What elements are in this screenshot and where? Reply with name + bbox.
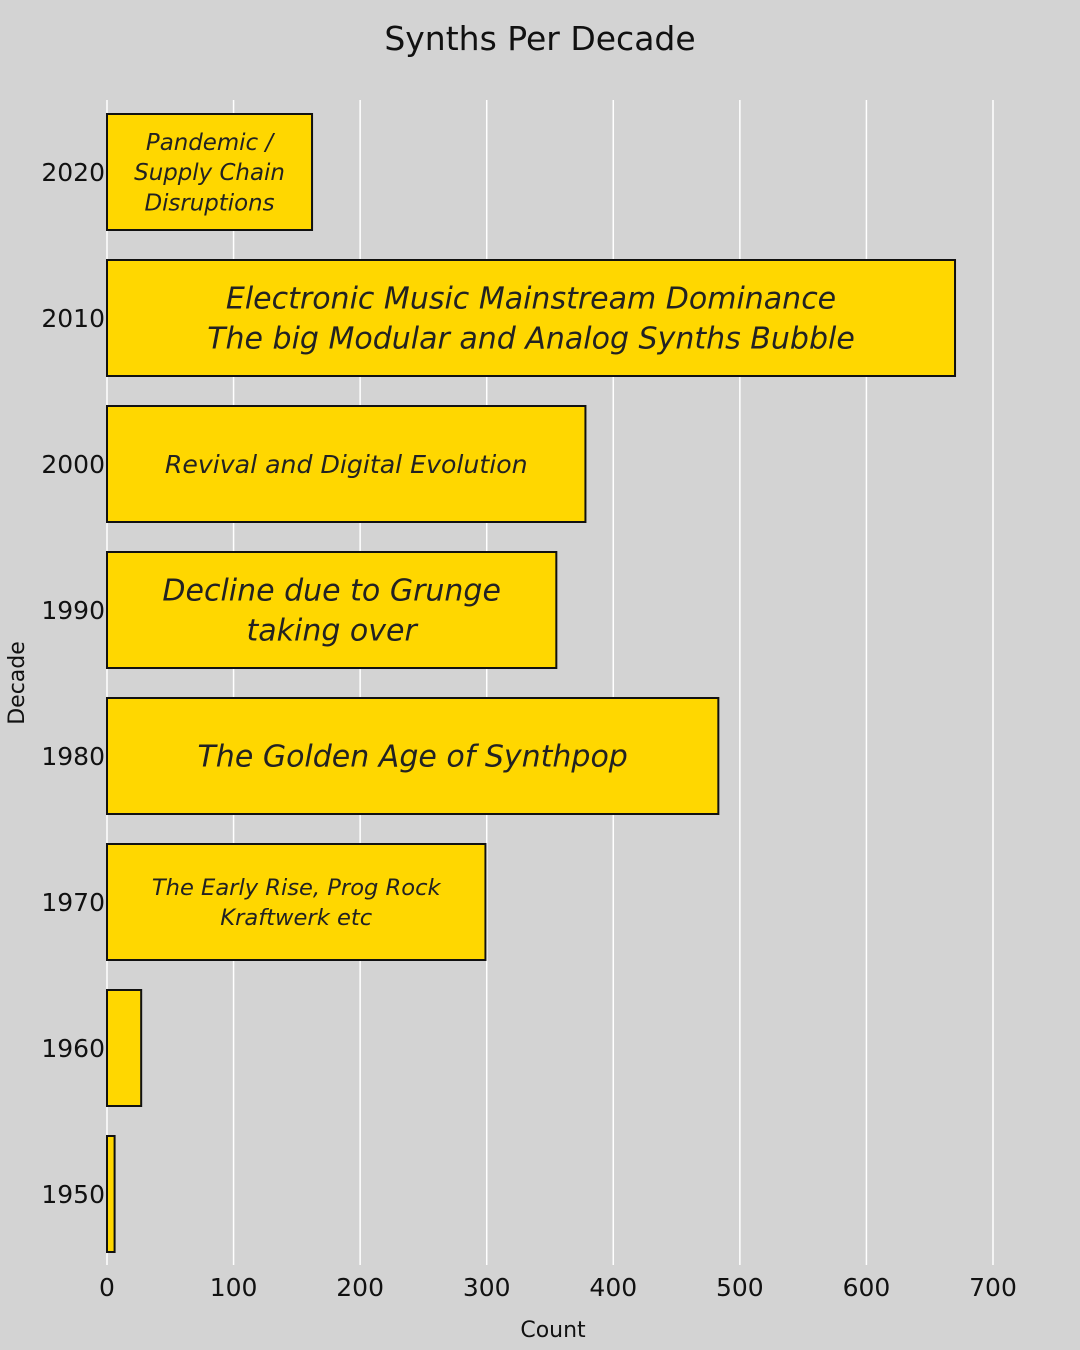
bar-annotation: Revival and Digital Evolution [165,450,528,479]
bar-annotation: Decline due to Grunge taking over [162,574,501,649]
bar-annotation-line: Revival and Digital Evolution [165,450,528,479]
y-tick-label: 2010 [41,304,105,333]
y-tick-label: 1950 [41,1180,105,1209]
bar [106,259,957,377]
bar-annotation: The Early Rise, Prog Rock Kraftwerk etc [152,875,442,931]
bar [106,1135,116,1253]
bar [106,843,487,961]
x-axis-label: Count [520,1318,586,1343]
y-tick-label: 1960 [41,1034,105,1063]
y-tick-labels: 2020 2010 2000 1990 1980 1970 1960 1950 [41,158,105,1209]
bar [106,113,314,231]
y-tick-label: 1980 [41,742,105,771]
x-tick-label: 300 [463,1273,511,1302]
bar [106,405,587,523]
x-tick-label: 100 [210,1273,258,1302]
bar-annotation-line: The big Modular and Analog Synths Bubble [207,321,855,356]
bar-annotation: Pandemic / Supply Chain Disruptions [134,130,285,217]
bar-annotation-line: The Golden Age of Synthpop [197,740,627,775]
bar-annotation-line: taking over [246,613,418,648]
bar [106,697,720,815]
y-tick-label: 2020 [41,158,105,187]
x-tick-label: 700 [969,1273,1017,1302]
y-tick-label: 1990 [41,596,105,625]
x-tick-label: 500 [716,1273,764,1302]
bar [106,551,558,669]
y-tick-label: 1970 [41,888,105,917]
bar-annotation: The Golden Age of Synthpop [197,740,627,775]
x-tick-label: 600 [843,1273,891,1302]
bar-annotation-line: Kraftwerk etc [220,905,372,931]
y-axis-label: Decade [5,641,30,725]
chart-title: Synths Per Decade [384,19,695,58]
x-tick-label: 200 [336,1273,384,1302]
bar [106,989,143,1107]
bar-annotation-line: The Early Rise, Prog Rock [152,875,442,901]
bar-annotation-line: Pandemic / [146,130,275,156]
y-tick-label: 2000 [41,450,105,479]
bars [106,113,957,1253]
bar-annotations: Pandemic / Supply Chain Disruptions Electro… [134,130,855,931]
bar-annotation-line: Disruptions [144,190,274,216]
x-tick-labels: 0 100 200 300 400 500 600 700 [99,1273,1017,1302]
bar-annotation-line: Decline due to Grunge [162,574,501,609]
x-tick-label: 0 [99,1273,115,1302]
bar-annotation-line: Electronic Music Mainstream Dominance [226,282,836,317]
x-tick-label: 400 [589,1273,637,1302]
bar-annotation: Electronic Music Mainstream Dominance The… [207,282,855,357]
bar-annotation-line: Supply Chain [134,160,285,186]
